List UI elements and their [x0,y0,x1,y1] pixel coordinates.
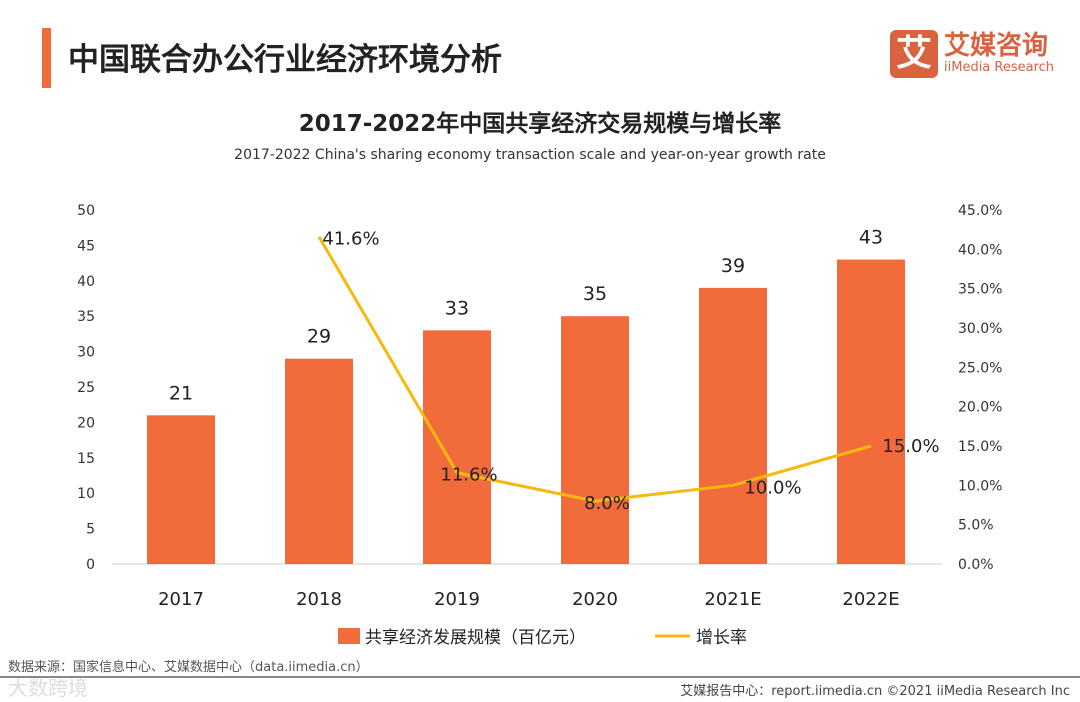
x-tick-label: 2020 [572,589,618,610]
y2-tick-label: 25.0% [958,360,1002,376]
footer-divider [0,676,1080,678]
legend-line-label: 增长率 [696,628,747,648]
bar [561,316,629,564]
bar-data-label: 29 [307,326,331,348]
bar [285,358,353,564]
y-tick-label: 20 [77,415,95,431]
page-title: 中国联合办公行业经济环境分析 [68,42,502,78]
bar-data-label: 33 [445,297,469,319]
y-tick-label: 35 [77,309,95,325]
logo-en: iiMedia Research [944,60,1055,75]
x-tick-label: 2017 [158,589,204,610]
growth-line [317,235,872,503]
y2-tick-label: 15.0% [958,439,1002,455]
bar-data-label: 39 [721,255,745,277]
line-data-label: 8.0% [584,493,630,514]
y-tick-label: 5 [86,522,95,538]
logo-cn: 艾媒咨询 [944,31,1049,61]
y-tick-label: 45 [77,238,95,254]
y-tick-label: 50 [77,203,95,219]
y2-tick-label: 35.0% [958,282,1002,298]
logo-mark: 艾 [890,30,938,78]
footer-text: 艾媒报告中心：report.iimedia.cn ©2021 iiMedia R… [680,684,1070,699]
legend-bar-swatch [338,628,360,644]
title-accent-bar [42,28,51,88]
y2-tick-label: 20.0% [958,400,1002,416]
bar-data-label: 21 [169,382,193,404]
y2-tick-label: 45.0% [958,203,1002,219]
y-tick-label: 40 [77,274,95,290]
chart-subtitle: 2017-2022 China's sharing economy transa… [234,147,826,163]
bar-data-label: 35 [583,283,607,305]
y-tick-label: 10 [77,486,95,502]
chart-title: 2017-2022年中国共享经济交易规模与增长率 [298,111,782,137]
bar-data-label: 43 [859,227,883,249]
y-tick-label: 30 [77,345,95,361]
iimedia-logo: 艾 艾媒咨询 iiMedia Research [890,30,1054,78]
y2-tick-label: 30.0% [958,321,1002,337]
y2-tick-label: 5.0% [958,518,994,534]
line-data-label: 15.0% [882,436,939,457]
bar [147,415,215,564]
watermark: 大数跨境 [8,676,88,700]
bar [699,287,767,564]
x-tick-label: 2021E [704,589,761,610]
bar [423,330,491,564]
legend-bar-label: 共享经济发展规模（百亿元） [365,628,586,648]
y-tick-label: 0 [86,557,95,573]
x-tick-label: 2018 [296,589,342,610]
x-tick-label: 2022E [842,589,899,610]
line-data-label: 10.0% [744,477,801,498]
y2-tick-label: 10.0% [958,478,1002,494]
line-data-label: 11.6% [440,465,497,486]
y2-tick-label: 0.0% [958,557,994,573]
y-tick-label: 25 [77,380,95,396]
bar [837,259,905,564]
source-note: 数据来源：国家信息中心、艾媒数据中心（data.iimedia.cn） [8,660,369,675]
line-data-label: 41.6% [322,229,379,250]
x-tick-label: 2019 [434,589,480,610]
y-tick-label: 15 [77,451,95,467]
y2-tick-label: 40.0% [958,242,1002,258]
